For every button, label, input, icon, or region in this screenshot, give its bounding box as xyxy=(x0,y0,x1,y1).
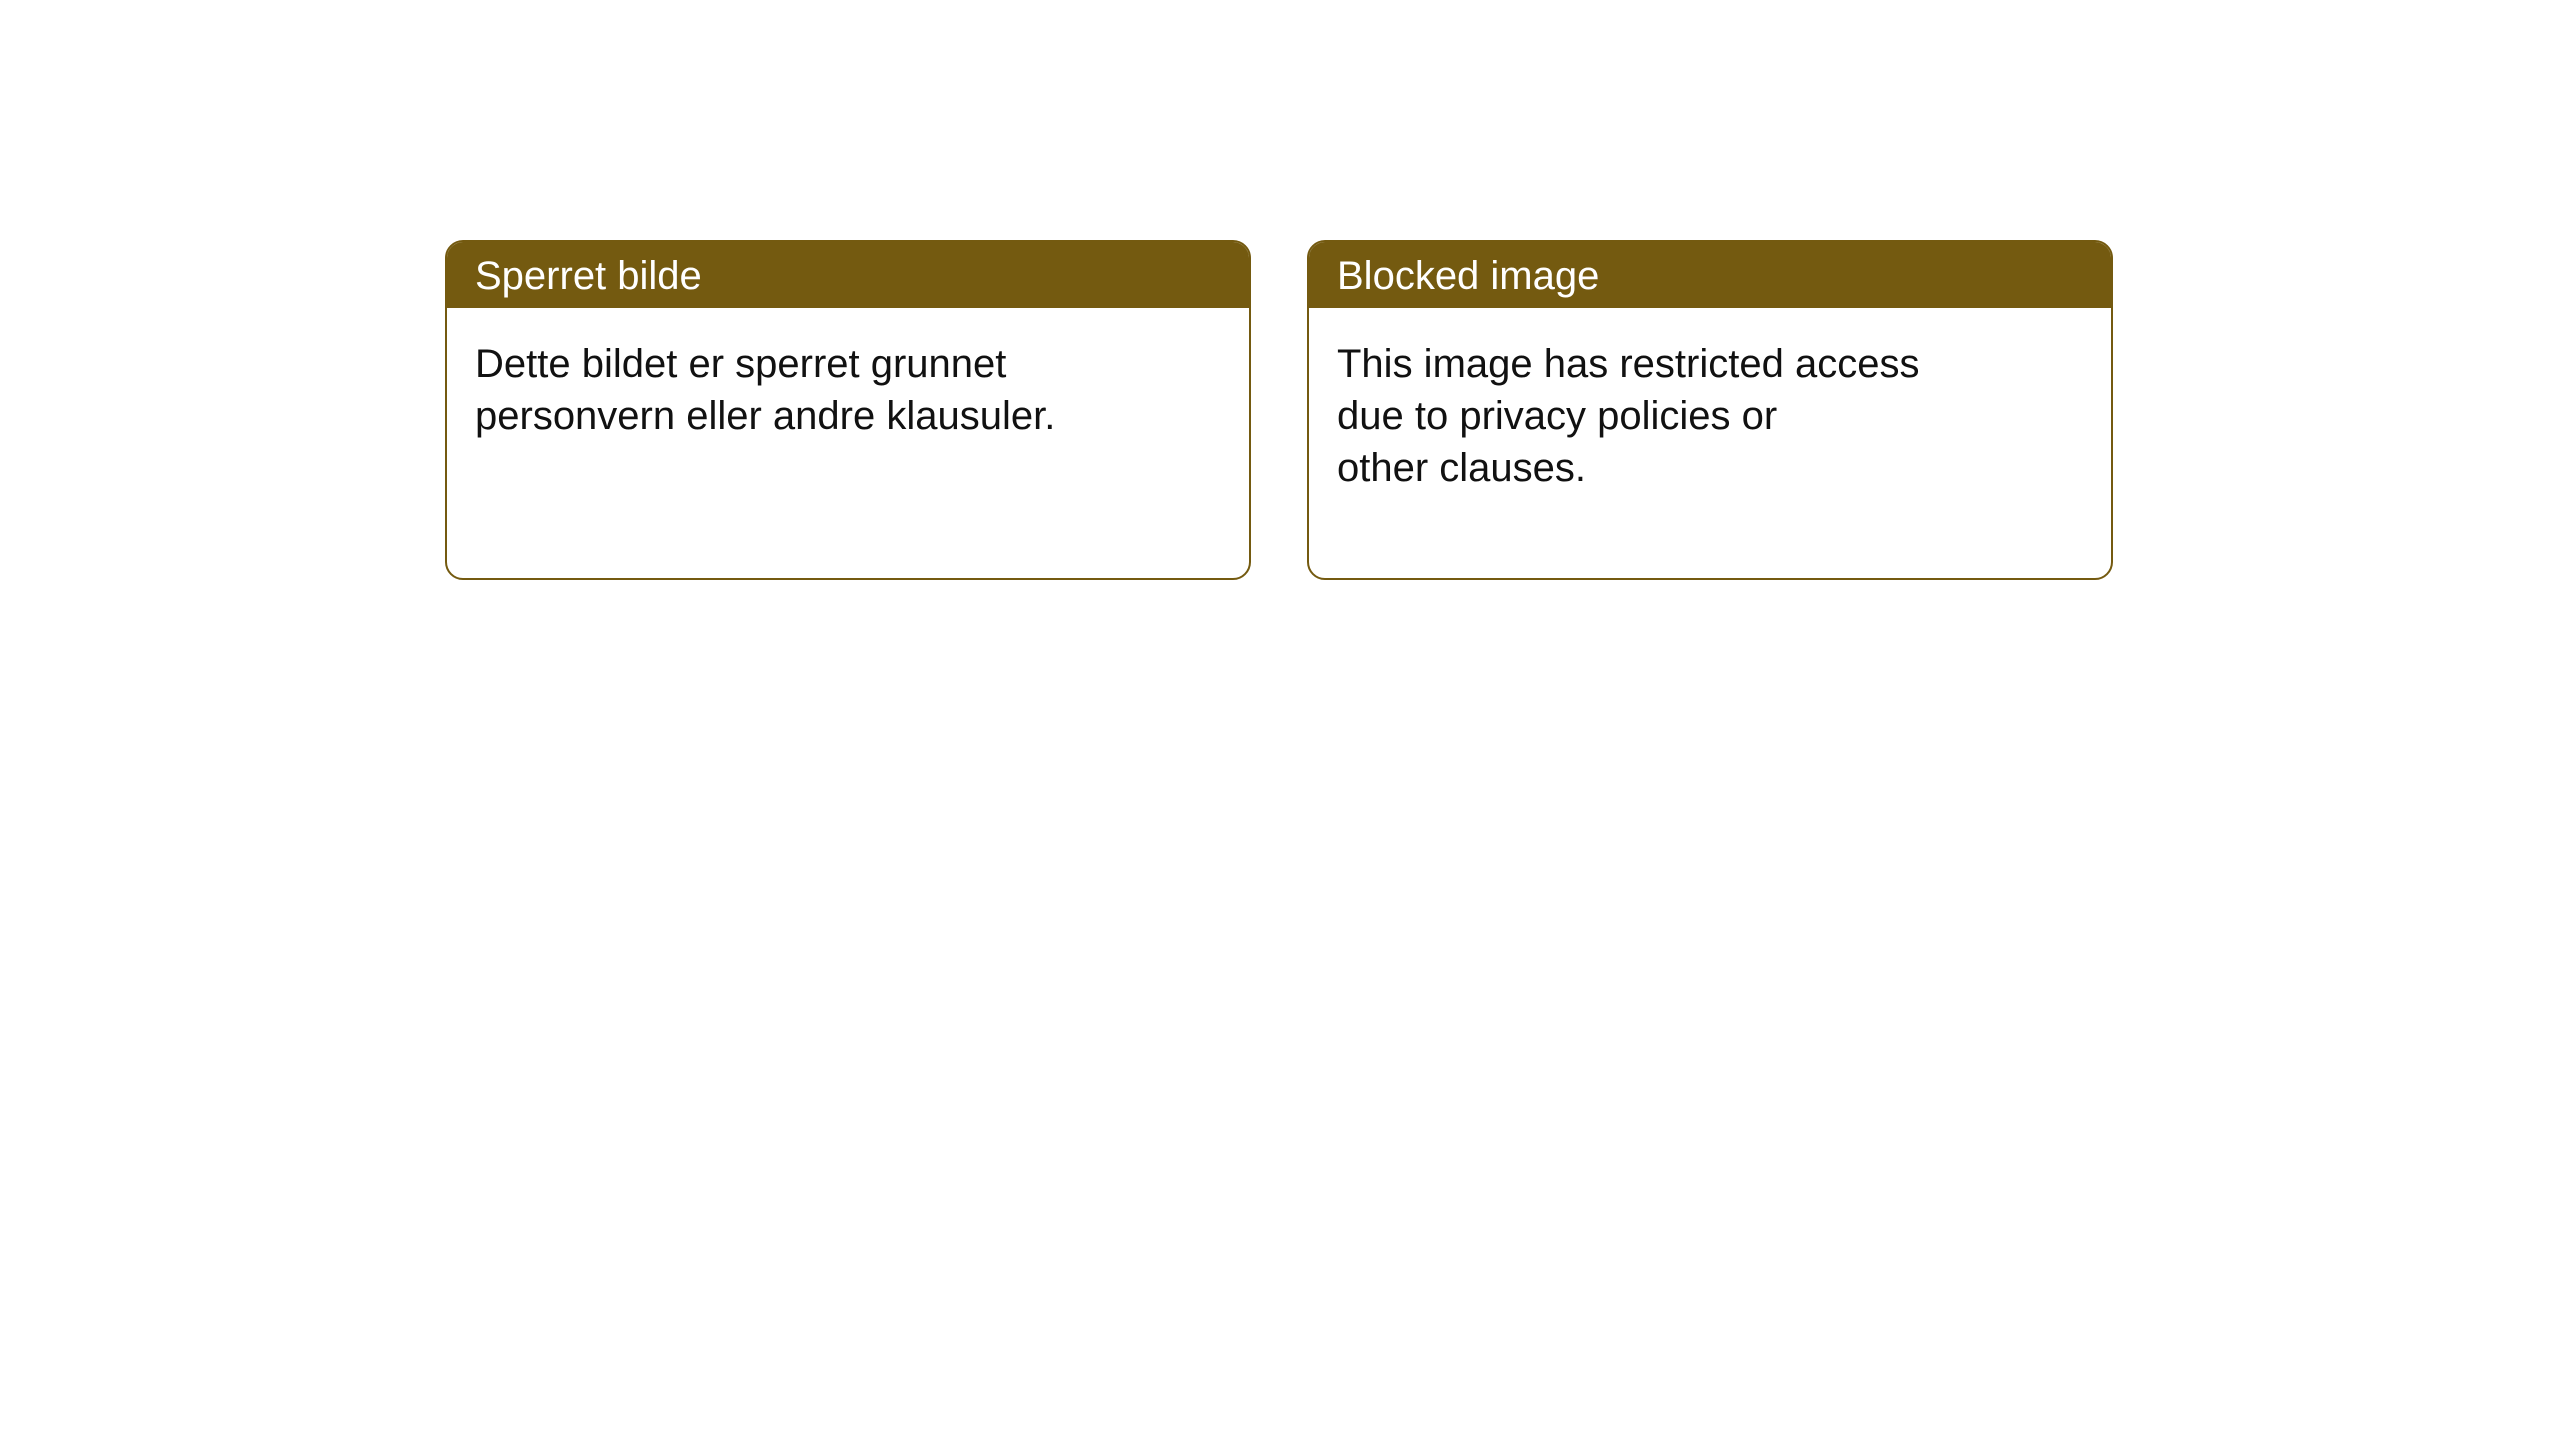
notice-card-row: Sperret bilde Dette bildet er sperret gr… xyxy=(445,240,2113,580)
notice-card-body: Dette bildet er sperret grunnet personve… xyxy=(447,308,1249,442)
notice-card-body: This image has restricted access due to … xyxy=(1309,308,2111,494)
notice-card-en: Blocked image This image has restricted … xyxy=(1307,240,2113,580)
notice-card-title: Blocked image xyxy=(1309,242,2111,308)
notice-card-title: Sperret bilde xyxy=(447,242,1249,308)
notice-card-no: Sperret bilde Dette bildet er sperret gr… xyxy=(445,240,1251,580)
